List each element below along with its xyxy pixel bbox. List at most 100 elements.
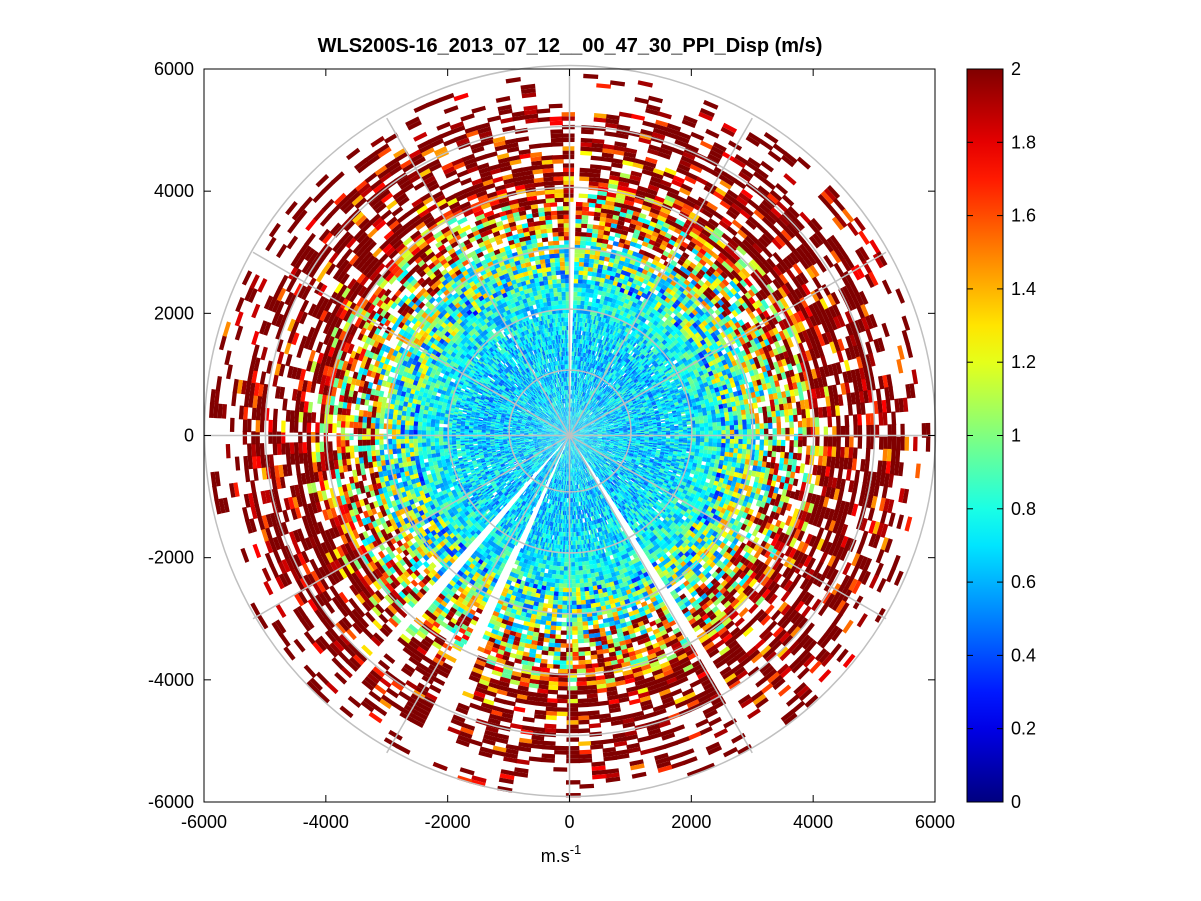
data-cell	[571, 442, 573, 447]
data-cell	[549, 432, 555, 434]
data-cell	[567, 442, 569, 447]
data-cell	[566, 424, 568, 429]
data-cell	[560, 428, 564, 432]
data-cell	[579, 439, 584, 442]
data-cell	[571, 420, 573, 425]
data-cell	[574, 440, 577, 445]
data-cell	[567, 424, 569, 429]
data-cell	[576, 434, 581, 435]
data-cell	[560, 439, 565, 443]
data-cell	[580, 436, 585, 437]
data-cell	[573, 441, 577, 445]
data-cell	[571, 437, 575, 441]
data-cell	[579, 429, 584, 432]
data-cell	[570, 446, 571, 451]
data-cell	[580, 433, 585, 435]
data-cell	[519, 436, 525, 438]
data-cell	[578, 442, 582, 445]
data-cell	[572, 433, 577, 435]
data-cell	[571, 446, 573, 451]
data-cell	[580, 432, 585, 434]
data-cell	[560, 428, 564, 432]
data-cell	[560, 444, 563, 448]
data-cell	[561, 427, 565, 431]
data-cell	[570, 442, 572, 447]
data-cell	[554, 436, 559, 438]
data-cell	[568, 424, 569, 429]
data-cell	[584, 429, 589, 431]
data-cell	[553, 444, 557, 448]
data-cell	[574, 439, 579, 443]
data-cell	[572, 420, 574, 425]
data-cell	[573, 420, 576, 425]
data-cell	[578, 419, 582, 424]
data-cell	[561, 440, 565, 444]
data-cell	[581, 445, 585, 449]
data-cell	[570, 442, 572, 447]
data-cell	[575, 444, 579, 449]
data-cell	[574, 450, 576, 455]
data-cell	[580, 446, 584, 450]
data-cell	[571, 451, 572, 456]
data-cell	[550, 440, 555, 442]
data-cell	[580, 421, 584, 425]
data-cell	[578, 448, 582, 452]
data-cell	[585, 436, 590, 438]
data-cell	[583, 426, 588, 429]
data-cell	[562, 436, 567, 438]
data-cell	[566, 450, 568, 456]
data-cell	[558, 433, 563, 435]
data-cell	[561, 427, 565, 431]
data-cell	[558, 432, 563, 434]
data-cell	[560, 439, 564, 443]
data-cell	[557, 448, 561, 452]
data-cell	[554, 438, 559, 440]
data-cell	[576, 423, 580, 427]
data-cell	[570, 442, 572, 447]
data-cell	[576, 434, 581, 435]
data-cell	[570, 420, 571, 425]
data-cell	[578, 441, 583, 445]
data-cell	[554, 445, 558, 449]
data-cell	[584, 439, 589, 442]
data-cell	[584, 438, 589, 441]
data-cell	[564, 446, 567, 451]
data-cell	[567, 428, 569, 433]
data-cell	[564, 450, 567, 455]
data-cell	[581, 423, 586, 427]
data-cell	[567, 428, 569, 433]
data-cell	[573, 450, 576, 455]
data-cell	[579, 447, 582, 452]
data-cell	[577, 425, 582, 429]
data-cell	[555, 440, 560, 442]
data-cell	[570, 442, 572, 447]
data-cell	[571, 446, 573, 451]
data-cell	[579, 447, 583, 451]
data-cell	[576, 422, 579, 427]
data-cell	[583, 441, 588, 444]
data-cell	[577, 423, 580, 428]
data-cell	[568, 446, 569, 451]
data-cell	[567, 442, 568, 447]
data-cell	[564, 430, 568, 434]
data-cell	[558, 432, 563, 434]
data-cell	[558, 437, 563, 440]
data-cell	[578, 425, 582, 429]
data-cell	[577, 443, 581, 447]
data-cell	[561, 440, 565, 444]
data-cell	[578, 425, 582, 429]
data-cell	[562, 436, 567, 438]
data-cell	[564, 420, 567, 425]
data-cell	[576, 444, 580, 448]
data-cell	[575, 450, 577, 455]
data-cell	[567, 438, 569, 443]
data-cell	[560, 449, 563, 454]
data-cell	[559, 438, 564, 440]
data-cell	[560, 439, 564, 443]
data-cell	[564, 430, 568, 434]
data-cell	[549, 433, 555, 435]
data-cell	[572, 420, 574, 425]
data-cell	[566, 420, 568, 425]
data-cell	[572, 446, 574, 451]
data-cell	[573, 446, 575, 451]
